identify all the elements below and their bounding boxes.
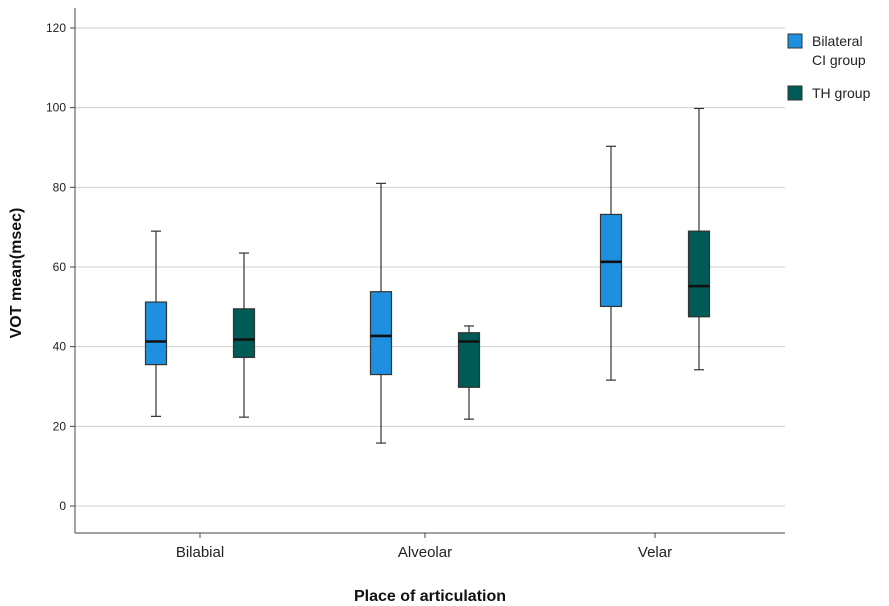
legend-item-th: TH group: [787, 85, 871, 101]
box-ci-alveolar: [369, 182, 393, 444]
box-th-velar: [687, 107, 711, 371]
gridlines: [75, 27, 785, 507]
iqr-box: [457, 332, 481, 388]
iqr-box: [599, 213, 623, 308]
iqr-box: [144, 301, 168, 366]
iqr-box: [232, 308, 256, 359]
legend-swatch: [787, 85, 803, 101]
axes: [70, 8, 785, 538]
iqr-box: [369, 291, 393, 376]
legend-label-line: Bilateral: [812, 33, 863, 49]
y-tick-label-100: 100: [46, 101, 66, 115]
y-tick-label-60: 60: [53, 260, 67, 274]
y-tick-label-80: 80: [53, 180, 67, 194]
x-axis-title: Place of articulation: [354, 588, 506, 605]
x-tick-label-bilabial: Bilabial: [176, 544, 224, 561]
legend-label-line: CI group: [812, 52, 866, 68]
box-ci-velar: [599, 145, 623, 381]
y-axis-title: VOT mean(msec): [8, 208, 25, 339]
box-series: [144, 107, 711, 444]
box-ci-bilabial: [144, 230, 168, 417]
y-tick-label-0: 0: [59, 499, 66, 513]
box-th-bilabial: [232, 252, 256, 418]
x-tick-label-velar: Velar: [638, 544, 672, 561]
iqr-box: [687, 230, 711, 318]
box-th-alveolar: [457, 325, 481, 420]
x-tick-label-alveolar: Alveolar: [398, 544, 452, 561]
legend-swatch: [787, 33, 803, 49]
y-tick-label-120: 120: [46, 21, 66, 35]
y-tick-label-40: 40: [53, 340, 67, 354]
legend-item-ci: Bilateral CI group: [787, 33, 866, 68]
y-tick-label-20: 20: [53, 419, 67, 433]
legend: Bilateral CI group TH group: [787, 33, 871, 101]
legend-label-line: TH group: [812, 85, 871, 101]
tick-labels: 0 20 40 60 80 100 120 Bilabial Alveolar Velar: [46, 21, 672, 561]
